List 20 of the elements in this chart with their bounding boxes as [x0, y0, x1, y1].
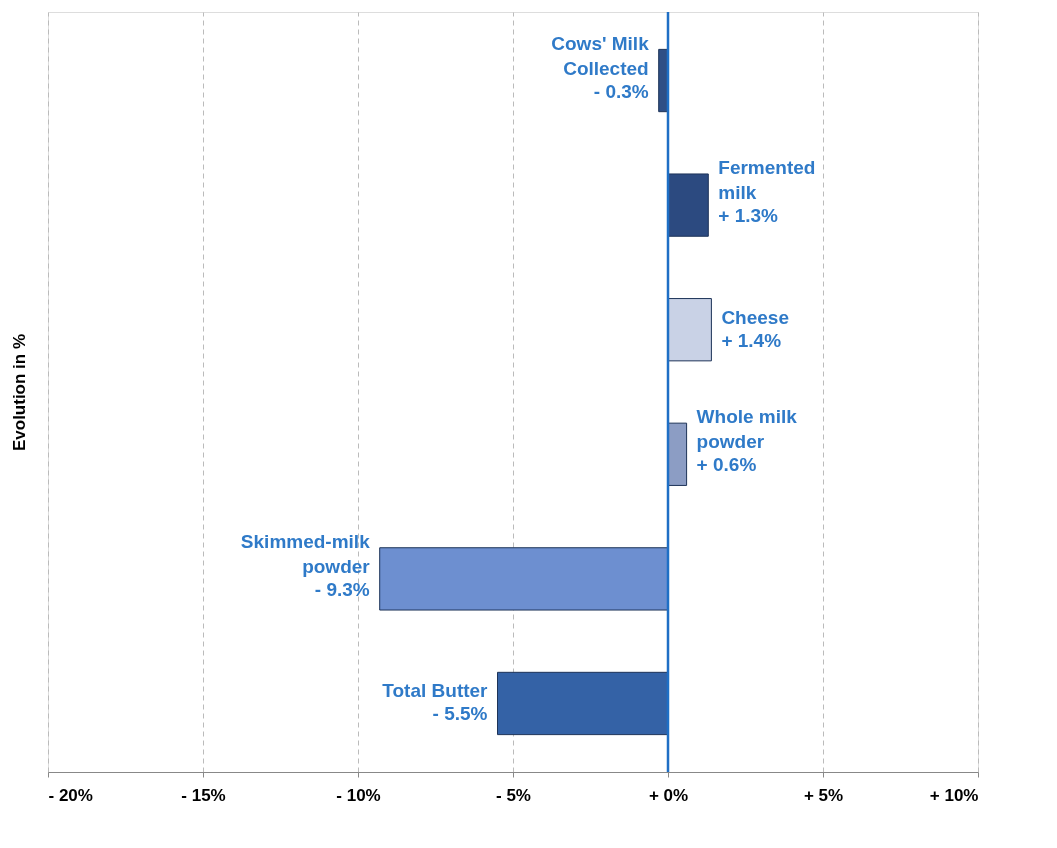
x-tick-label: + 0% [648, 785, 689, 805]
x-tick-label: + 10% [929, 785, 979, 805]
y-axis-title: Evolution in % [9, 333, 29, 452]
data-label: - 9.3% [314, 578, 370, 600]
x-tick-label: - 5% [496, 785, 531, 805]
y-tick-label: Fermented milk [718, 157, 816, 204]
data-label: + 1.4% [721, 329, 782, 351]
y-tick-label: Cows' Milk Collected [551, 32, 650, 79]
x-tick-label: - 20% [48, 785, 93, 805]
data-label: + 1.3% [718, 205, 779, 227]
y-tick-label: Total Butter [382, 680, 489, 702]
x-tick-label: - 15% [181, 785, 226, 805]
y-tick-label: Whole milk powder [696, 406, 798, 453]
x-tick-label: - 10% [336, 785, 381, 805]
data-label: - 5.5% [432, 703, 488, 725]
data-label: - 0.3% [593, 80, 649, 102]
y-tick-label: Cheese [721, 306, 790, 328]
data-label: + 0.6% [696, 454, 757, 476]
y-tick-label: Skimmed-milk powder [240, 530, 371, 577]
x-tick-label: + 5% [803, 785, 844, 805]
